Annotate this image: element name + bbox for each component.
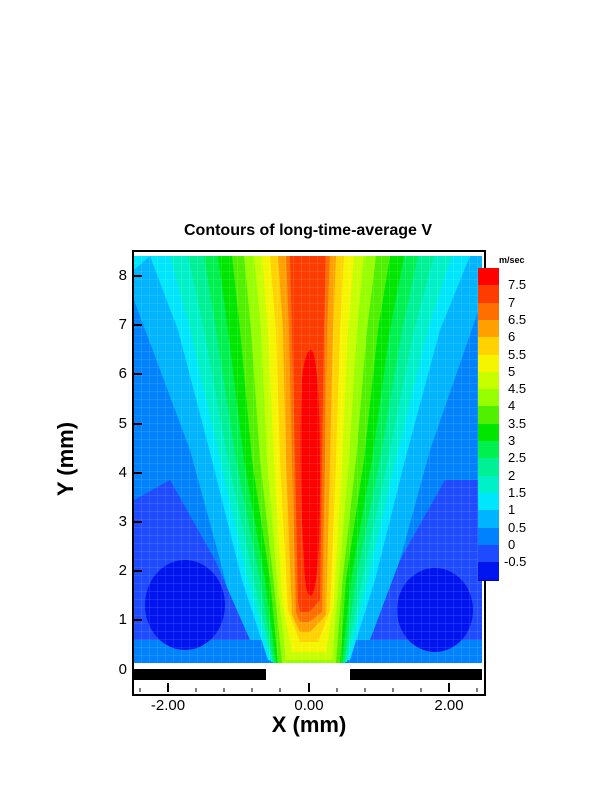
- colorbar-label: 7.5: [508, 277, 527, 293]
- colorbar-label: 2: [508, 467, 516, 483]
- colorbar-label: 2.5: [508, 450, 527, 466]
- colorbar-swatch: [478, 544, 499, 564]
- colorbar-swatch: [478, 406, 499, 426]
- colorbar-swatch: [478, 354, 499, 374]
- contour-fill: [134, 256, 482, 664]
- y-tick-label: 7: [118, 316, 127, 333]
- x-tick-label: -2.00: [150, 697, 186, 714]
- y-tick-label: 5: [118, 415, 127, 432]
- nozzle-wall-left: [134, 669, 266, 680]
- x-axis-ticks: [139, 683, 478, 692]
- colorbar-label: 3.5: [508, 415, 527, 431]
- colorbar-swatch: [478, 302, 499, 322]
- colorbar-label: 1: [508, 502, 516, 518]
- chart-title: Contours of long-time-average V: [183, 222, 433, 239]
- colorbar-swatch: [478, 510, 499, 529]
- colorbar-label: 5.5: [508, 346, 527, 362]
- colorbar-swatch: [478, 371, 499, 391]
- colorbar-swatch: [478, 285, 499, 305]
- x-tick-label: 0.00: [294, 697, 324, 714]
- nozzle-wall-right: [350, 669, 482, 680]
- y-tick-label: 2: [118, 562, 127, 579]
- colorbar-label: 6: [508, 329, 516, 345]
- colorbar-swatch: [478, 458, 499, 478]
- colorbar-swatch: [478, 319, 499, 339]
- colorbar-swatch: [478, 527, 499, 547]
- colorbar-swatch: [478, 441, 499, 460]
- colorbar-label: 5: [508, 363, 516, 379]
- y-axis-ticks: [134, 275, 142, 671]
- y-tick-label: 6: [118, 365, 127, 382]
- colorbar-label: 3: [508, 433, 516, 448]
- y-tick-label: 0: [118, 661, 127, 678]
- x-axis-label: X (mm): [271, 712, 347, 737]
- colorbar-swatch: [478, 337, 499, 356]
- colorbar-label: 0.5: [508, 519, 527, 535]
- colorbar-swatch: [478, 492, 499, 512]
- colorbar-label: 0: [508, 536, 516, 552]
- y-tick-label: 8: [118, 267, 127, 284]
- colorbar-label: 4: [508, 398, 516, 414]
- x-tick-label: 2.00: [434, 697, 464, 714]
- colorbar-title: m/sec: [499, 255, 525, 265]
- y-axis-label: Y (mm): [53, 421, 78, 497]
- colorbar-swatch: [478, 423, 499, 443]
- y-tick-label: 1: [118, 611, 127, 628]
- colorbar-swatch: [478, 268, 499, 287]
- colorbar-label: 7: [508, 294, 516, 310]
- colorbar-label: 4.5: [508, 381, 527, 397]
- colorbar-swatch: [478, 562, 499, 581]
- colorbar-label: 6.5: [508, 311, 527, 327]
- colorbar-swatch: [478, 475, 499, 495]
- y-tick-label: 3: [118, 513, 127, 530]
- colorbar-label: 1.5: [508, 484, 527, 500]
- colorbar-label: -0.5: [504, 554, 527, 570]
- y-tick-label: 4: [118, 464, 127, 481]
- colorbar-swatch: [478, 389, 499, 408]
